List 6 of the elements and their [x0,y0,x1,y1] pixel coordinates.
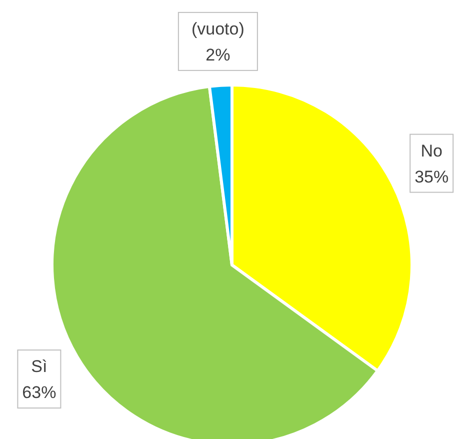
data-label: 35% [414,167,449,186]
data-label: 63% [22,383,56,402]
slice-label: Sì [31,357,48,376]
slice-label: No [420,141,442,160]
data-label: 2% [206,45,230,64]
slice-label: (vuoto) [191,19,244,38]
